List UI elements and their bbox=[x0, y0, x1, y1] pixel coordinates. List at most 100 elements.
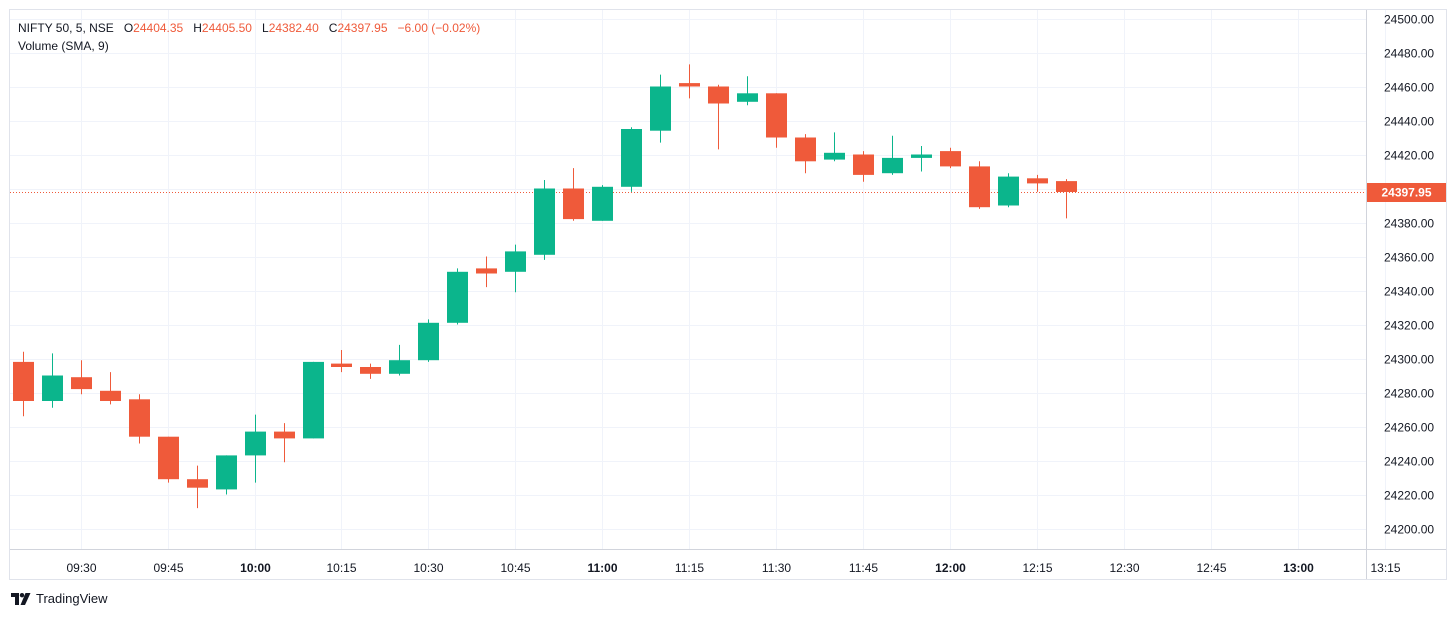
candles[interactable] bbox=[13, 64, 1077, 509]
candle bbox=[274, 423, 295, 463]
candle bbox=[245, 414, 266, 483]
close-label: C bbox=[328, 21, 338, 35]
candle bbox=[534, 180, 555, 260]
candle bbox=[911, 146, 932, 172]
candle-body bbox=[534, 188, 555, 255]
x-tick-label: 11:00 bbox=[587, 561, 617, 575]
axes: 24200.00 24220.00 24240.00 24260.00 24280.00… bbox=[10, 10, 1446, 579]
candle bbox=[1056, 179, 1077, 219]
candle bbox=[766, 93, 787, 148]
candle bbox=[563, 168, 584, 221]
y-tick-label: 24240.00 bbox=[1384, 455, 1434, 469]
chart-border bbox=[9, 9, 1447, 580]
x-tick-label: 11:45 bbox=[849, 561, 878, 575]
candle-body bbox=[621, 129, 642, 187]
candle bbox=[71, 360, 92, 395]
candle-body bbox=[13, 361, 34, 401]
x-tick-label: 09:30 bbox=[66, 561, 96, 575]
candle-body bbox=[100, 390, 121, 401]
close-value: 24397.95 bbox=[337, 21, 388, 35]
x-tick-label: 12:30 bbox=[1109, 561, 1139, 575]
candle bbox=[505, 244, 526, 293]
candle bbox=[795, 134, 816, 174]
symbol-legend: NIFTY 50, 5, NSE O24404.35 H24405.50 L24… bbox=[18, 19, 480, 55]
candle-body bbox=[476, 268, 497, 274]
candle-body bbox=[969, 166, 990, 208]
candle bbox=[360, 363, 381, 379]
x-tick-label: 12:00 bbox=[935, 561, 966, 575]
candle bbox=[187, 465, 208, 509]
candle bbox=[737, 76, 758, 106]
x-tick-label: 10:00 bbox=[240, 561, 271, 575]
y-tick-label: 24380.00 bbox=[1384, 217, 1434, 231]
candle-body bbox=[650, 86, 671, 131]
x-tick-label: 09:45 bbox=[153, 561, 183, 575]
candle-body bbox=[360, 367, 381, 374]
candle-body bbox=[911, 154, 932, 158]
low-label: L bbox=[262, 21, 269, 35]
last-price-value: 24397.95 bbox=[1381, 186, 1431, 200]
candle-body bbox=[1027, 178, 1048, 184]
candle-body bbox=[129, 399, 150, 437]
change-value: −6.00 (−0.02%) bbox=[397, 21, 481, 35]
y-tick-label: 24500.00 bbox=[1384, 13, 1434, 27]
y-tick-label: 24260.00 bbox=[1384, 421, 1434, 435]
candle-body bbox=[331, 363, 352, 367]
grid bbox=[10, 10, 1386, 549]
candle-body bbox=[853, 154, 874, 175]
candle bbox=[969, 161, 990, 209]
candle bbox=[853, 151, 874, 182]
candle bbox=[679, 64, 700, 99]
candle bbox=[216, 455, 237, 495]
candle bbox=[882, 135, 903, 175]
last-price-badge-bg bbox=[1367, 183, 1446, 202]
candle-body bbox=[998, 176, 1019, 206]
candle bbox=[100, 372, 121, 405]
candle bbox=[1027, 174, 1048, 192]
candle-body bbox=[766, 93, 787, 138]
x-tick-label: 12:15 bbox=[1022, 561, 1052, 575]
ohlc-row: NIFTY 50, 5, NSE O24404.35 H24405.50 L24… bbox=[18, 19, 480, 37]
low-value: 24382.40 bbox=[268, 21, 319, 35]
candle-body bbox=[679, 83, 700, 87]
x-tick-label: 12:45 bbox=[1196, 561, 1226, 575]
volume-indicator-label[interactable]: Volume (SMA, 9) bbox=[18, 39, 109, 53]
high-label: H bbox=[193, 21, 202, 35]
candle bbox=[331, 350, 352, 373]
high-value: 24405.50 bbox=[201, 21, 252, 35]
candle-body bbox=[824, 152, 845, 160]
tradingview-logo-icon bbox=[11, 592, 31, 605]
y-tick-label: 24340.00 bbox=[1384, 285, 1434, 299]
x-tick-label: 10:45 bbox=[500, 561, 530, 575]
candle bbox=[998, 173, 1019, 208]
candle bbox=[303, 361, 324, 439]
last-price-badge: 24397.95 bbox=[1367, 183, 1446, 202]
x-tick-label: 13:15 bbox=[1370, 561, 1400, 575]
candle-body bbox=[245, 431, 266, 456]
candle-body bbox=[795, 137, 816, 162]
candle-body bbox=[71, 377, 92, 390]
candle bbox=[13, 351, 34, 417]
candle bbox=[158, 436, 179, 483]
y-tick-label: 24420.00 bbox=[1384, 149, 1434, 163]
brand-name: TradingView bbox=[36, 591, 108, 606]
x-tick-label: 10:30 bbox=[413, 561, 443, 575]
candle bbox=[621, 127, 642, 192]
tradingview-brand[interactable]: TradingView bbox=[11, 591, 108, 606]
x-tick-label: 13:00 bbox=[1283, 561, 1314, 575]
candle bbox=[650, 74, 671, 143]
candle-body bbox=[1056, 181, 1077, 192]
candle-body bbox=[940, 151, 961, 167]
y-tick-label: 24480.00 bbox=[1384, 47, 1434, 61]
candle-body bbox=[42, 375, 63, 401]
candle-body bbox=[418, 322, 439, 361]
candle-body bbox=[708, 86, 729, 104]
y-tick-label: 24460.00 bbox=[1384, 81, 1434, 95]
x-tick-label: 11:15 bbox=[675, 561, 704, 575]
candle-body bbox=[303, 361, 324, 439]
candle bbox=[42, 353, 63, 408]
symbol-name[interactable]: NIFTY 50, 5, NSE bbox=[18, 21, 114, 35]
y-tick-label: 24220.00 bbox=[1384, 489, 1434, 503]
candle-body bbox=[187, 479, 208, 488]
